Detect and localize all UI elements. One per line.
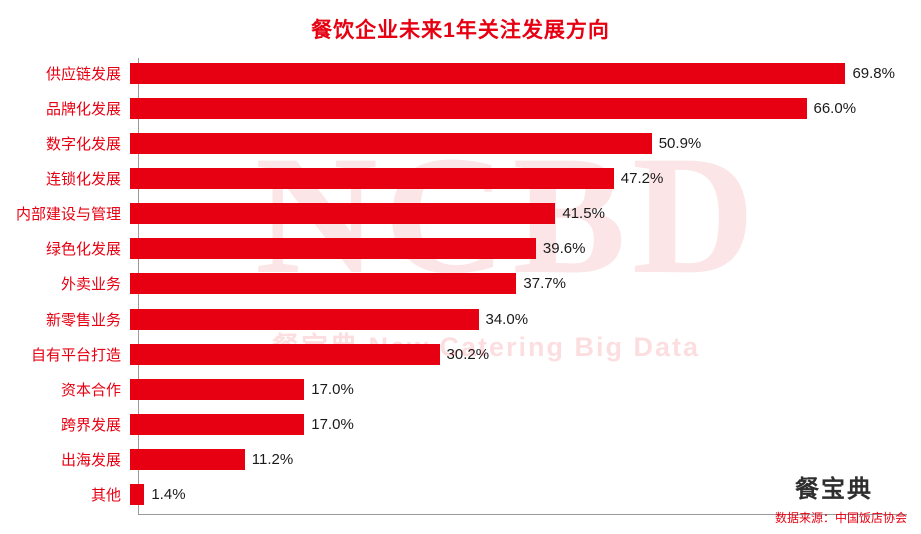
bar	[130, 167, 614, 189]
bar-row: 外卖业务 37.7%	[12, 273, 909, 295]
chart-rows: 供应链发展 69.8% 品牌化发展 66.0% 数字化发展 50.9% 连锁化发展 47.2%…	[12, 56, 909, 514]
bar-row: 跨界发展 17.0%	[12, 414, 909, 436]
category-label: 外卖业务	[60, 276, 121, 294]
category-label: 资本合作	[60, 381, 121, 399]
bar-row: 自有平台打造 30.2%	[12, 343, 909, 365]
bar-track: 34.0%	[130, 308, 909, 330]
bar-track: 66.0%	[130, 97, 909, 119]
category-label: 绿色化发展	[45, 241, 121, 259]
category-label: 出海发展	[60, 452, 121, 470]
category-label: 新零售业务	[45, 311, 121, 329]
bar	[130, 308, 479, 330]
bar-track: 39.6%	[130, 238, 909, 260]
category-label: 供应链发展	[45, 65, 121, 83]
category-label: 内部建设与管理	[15, 206, 121, 224]
value-label: 66.0%	[813, 99, 857, 117]
bar-row: 新零售业务 34.0%	[12, 308, 909, 330]
chart-title: 餐饮企业未来1年关注发展方向	[311, 19, 610, 42]
watermark-brand-text: 餐宝典 New Catering Big Data	[272, 332, 701, 362]
bar-track: 11.2%	[130, 449, 909, 471]
category-label: 其他	[90, 487, 121, 505]
value-label: 69.8%	[852, 64, 895, 82]
category-label: 跨界发展	[60, 417, 121, 435]
bar	[130, 62, 846, 84]
bar-track: 47.2%	[130, 167, 909, 189]
bar	[130, 132, 652, 154]
value-label: 17.0%	[311, 416, 354, 434]
bar	[130, 414, 305, 436]
bar-row: 资本合作 17.0%	[12, 378, 909, 400]
value-label: 41.5%	[562, 205, 605, 223]
value-label: 34.0%	[485, 310, 529, 328]
bar-track: 50.9%	[130, 132, 909, 154]
value-label: 50.9%	[658, 134, 702, 152]
bar	[130, 273, 517, 295]
category-label: 连锁化发展	[45, 170, 121, 188]
category-label: 数字化发展	[45, 135, 121, 153]
bar	[130, 238, 536, 260]
value-label: 1.4%	[151, 486, 186, 504]
bar	[130, 449, 245, 471]
value-label: 11.2%	[251, 451, 294, 469]
value-label: 47.2%	[620, 169, 664, 187]
brand-logo: 餐宝典	[795, 476, 873, 503]
bar-row: 供应链发展 69.8%	[12, 62, 909, 84]
bar	[130, 378, 305, 400]
value-label: 30.2%	[446, 345, 490, 363]
x-axis-line	[138, 514, 907, 515]
bar-track: 69.8%	[130, 62, 909, 84]
bar-track: 17.0%	[130, 378, 909, 400]
category-label: 自有平台打造	[30, 346, 121, 364]
bar-row: 其他 1.4%	[12, 484, 909, 506]
bar-row: 数字化发展 50.9%	[12, 132, 909, 154]
bar-row: 出海发展 11.2%	[12, 449, 909, 471]
value-label: 17.0%	[311, 380, 354, 398]
bar-row: 品牌化发展 66.0%	[12, 97, 909, 119]
bar-track: 41.5%	[130, 203, 909, 225]
value-label: 37.7%	[523, 275, 566, 293]
value-label: 39.6%	[542, 240, 586, 258]
category-label: 品牌化发展	[45, 100, 121, 118]
bar-track: 37.7%	[130, 273, 909, 295]
bar-track: 17.0%	[130, 414, 909, 436]
data-source-note: 数据来源：中国饭店协会	[774, 511, 907, 525]
bar	[130, 203, 556, 225]
bar	[130, 484, 145, 506]
bar-track: 1.4%	[130, 484, 909, 506]
bar-row: 内部建设与管理 41.5%	[12, 203, 909, 225]
bar-row: 绿色化发展 39.6%	[12, 238, 909, 260]
bar-row: 连锁化发展 47.2%	[12, 167, 909, 189]
bar-track: 30.2%	[130, 343, 909, 365]
bar	[130, 343, 440, 365]
bar	[130, 97, 807, 119]
bar-chart: 供应链发展 69.8% 品牌化发展 66.0% 数字化发展 50.9% 连锁化发展 47.2%…	[12, 56, 909, 526]
